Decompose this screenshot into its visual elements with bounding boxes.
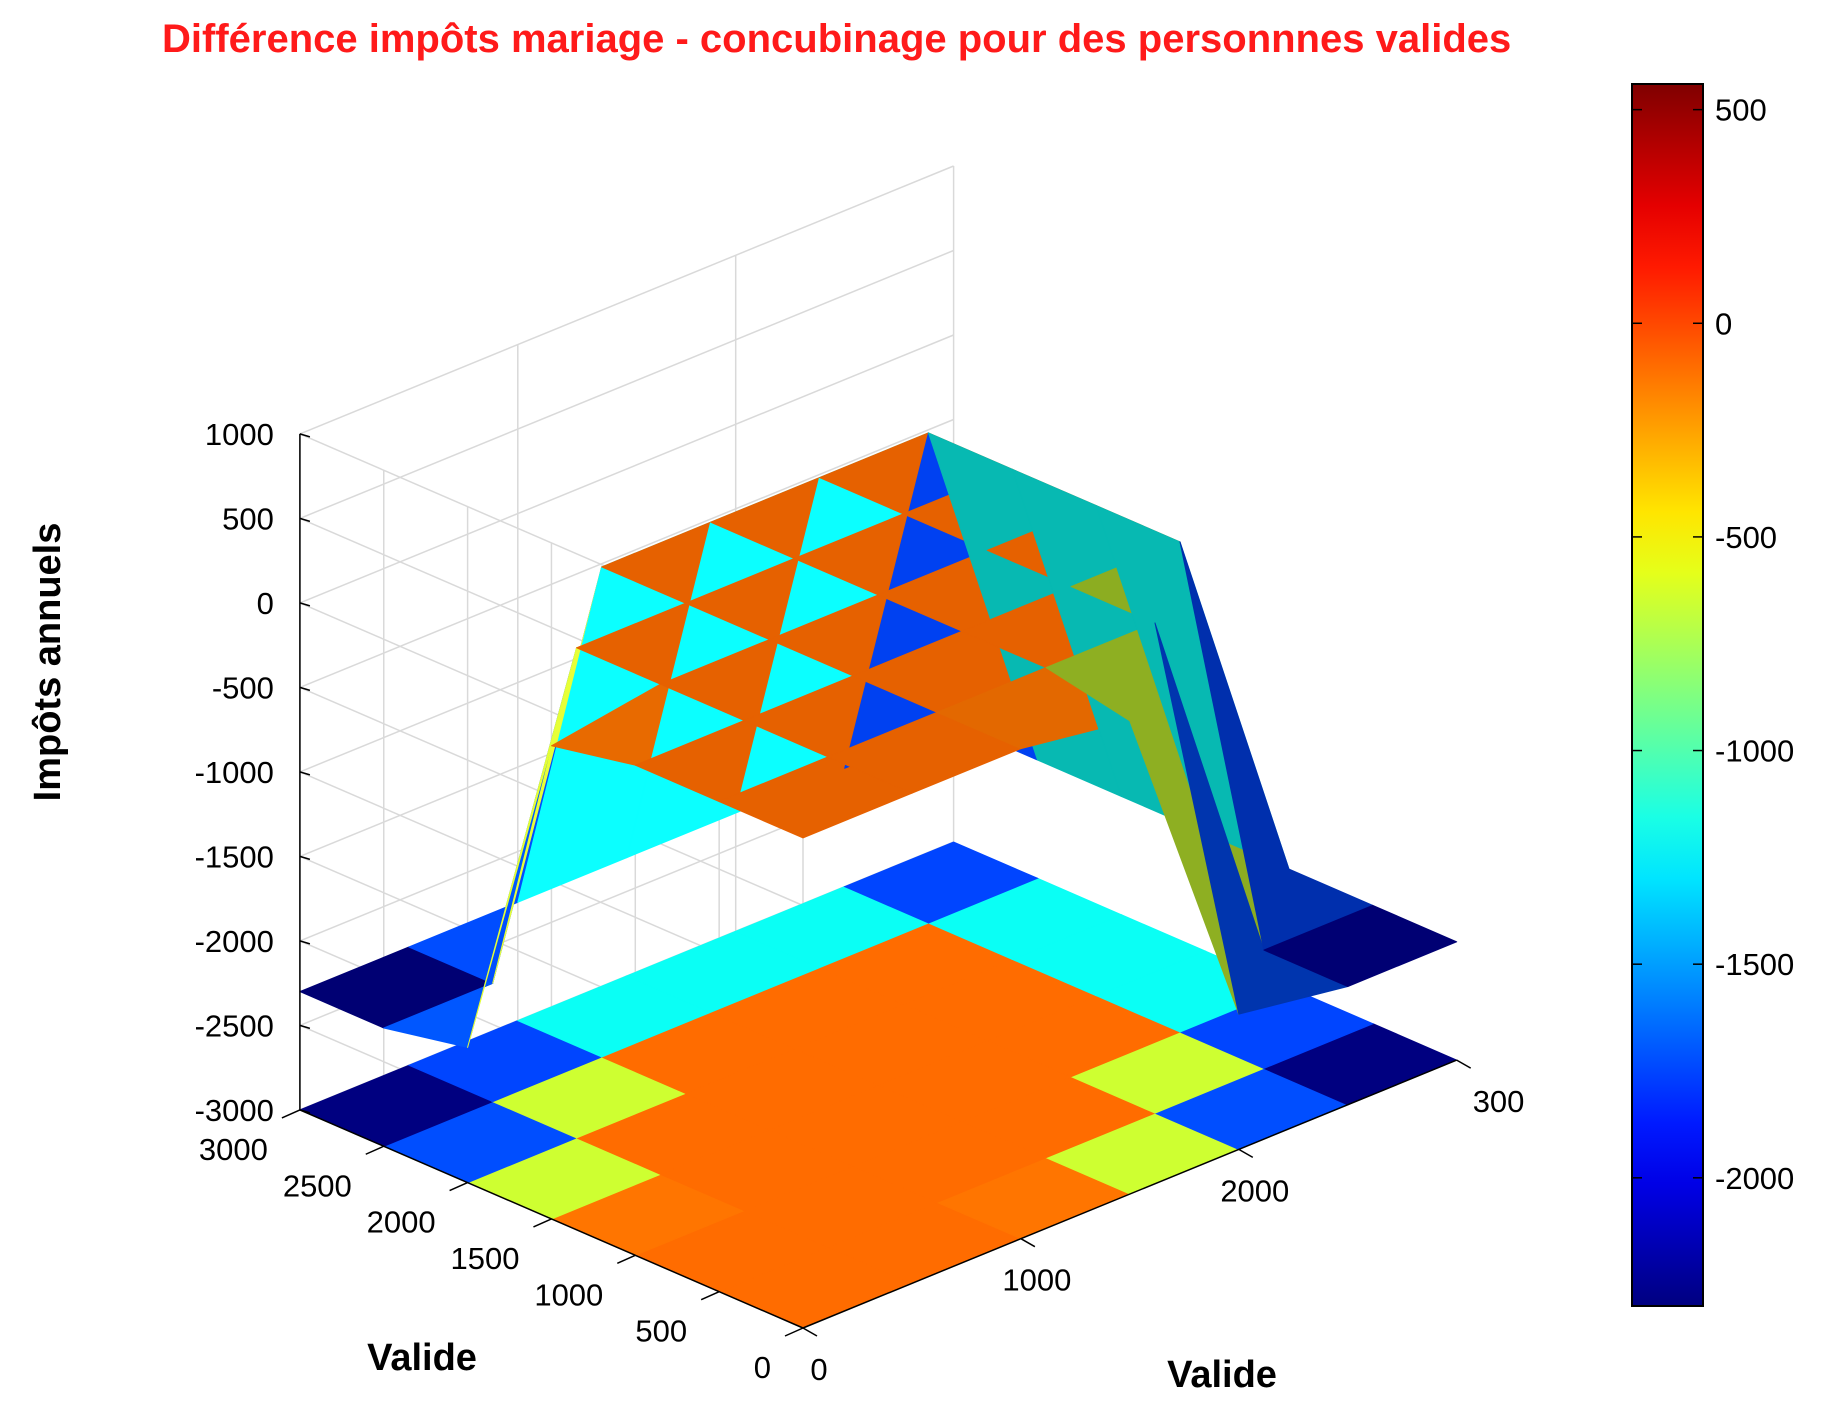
z-tick-label: -2000 — [195, 924, 274, 959]
z-tick-mark — [299, 433, 311, 438]
y-tick-label: 500 — [635, 1314, 687, 1349]
axis-lines — [281, 433, 1472, 1337]
back-wall-right-gridline — [299, 249, 954, 520]
z-tick-mark — [299, 771, 311, 776]
surface-plot — [299, 432, 1458, 1048]
y-tick-mark — [365, 1145, 385, 1155]
y-tick-mark — [449, 1181, 468, 1192]
z-tick-mark — [299, 940, 311, 945]
colorbar-gradient — [1631, 83, 1704, 1307]
x-axis-label: Valide — [1167, 1354, 1277, 1396]
tick-labels: -3000 -2500 -2000 -1500 -1000 -500 0 500 1000 0 50… — [195, 417, 1525, 1387]
y-axis-label: Valide — [367, 1337, 477, 1379]
colorbar-tick-label: 500 — [1715, 93, 1767, 128]
x-tick-label: 1000 — [1002, 1263, 1071, 1298]
floor-contour-plot — [298, 841, 1458, 1329]
colorbar-ticks: 500 0 -500 -1000 -1500 -2000 — [1632, 93, 1794, 1196]
surface-patch — [1263, 904, 1458, 987]
z-tick-label: -1000 — [195, 755, 274, 790]
y-tick-label: 0 — [754, 1350, 771, 1385]
y-tick-label: 3000 — [199, 1132, 268, 1167]
colorbar-tick-label: -1000 — [1715, 734, 1794, 769]
colorbar-tick-label: 0 — [1715, 306, 1732, 341]
x-axis-line — [802, 1059, 1457, 1329]
z-tick-mark — [299, 602, 311, 607]
y-tick-mark — [533, 1218, 552, 1228]
y-tick-mark — [281, 1109, 301, 1119]
z-tick-label: -2500 — [195, 1008, 274, 1043]
y-tick-label: 1500 — [451, 1241, 520, 1276]
z-tick-label: 500 — [222, 501, 274, 536]
y-tick-label: 2500 — [283, 1168, 352, 1203]
z-tick-mark — [299, 686, 311, 692]
x-tick-mark — [1020, 1238, 1036, 1248]
z-tick-label: 0 — [257, 586, 274, 621]
back-wall-right-gridline — [299, 334, 954, 604]
back-wall-right-gridline — [299, 418, 954, 689]
colorbar-tick-label: -1500 — [1715, 947, 1794, 982]
z-axis-label: Impôts annuels — [27, 523, 69, 802]
z-tick-mark — [299, 855, 311, 861]
x-tick-label: 300 — [1473, 1084, 1525, 1119]
z-tick-label: -500 — [212, 670, 274, 705]
z-tick-label: -1500 — [195, 839, 274, 874]
z-tick-label: 1000 — [205, 417, 274, 452]
back-wall-right-gridline — [299, 165, 954, 435]
x-tick-mark — [1456, 1059, 1472, 1069]
z-tick-mark — [299, 517, 311, 523]
colorbar-tick-label: -2000 — [1715, 1161, 1794, 1196]
colorbar-tick-label: -500 — [1715, 520, 1777, 555]
x-tick-label: 2000 — [1220, 1173, 1289, 1208]
y-tick-label: 2000 — [367, 1205, 436, 1240]
z-tick-label: -3000 — [195, 1093, 274, 1128]
x-tick-label: 0 — [810, 1352, 827, 1387]
x-tick-mark — [802, 1327, 818, 1337]
z-tick-mark — [299, 1024, 311, 1030]
chart-title: Différence impôts mariage - concubinage … — [162, 17, 1511, 61]
floor-contour-cell — [843, 841, 1039, 924]
z-tick-mark — [299, 1109, 311, 1114]
y-tick-mark — [616, 1254, 636, 1264]
colorbar: 500 0 -500 -1000 -1500 -2000 — [1631, 83, 1794, 1307]
y-tick-mark — [700, 1290, 720, 1301]
x-tick-mark — [1238, 1148, 1254, 1159]
y-tick-mark — [784, 1327, 804, 1337]
y-tick-label: 1000 — [534, 1277, 603, 1312]
